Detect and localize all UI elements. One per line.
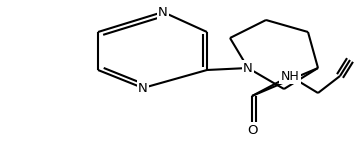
Text: O: O [247,123,257,136]
Text: N: N [138,82,148,95]
Text: N: N [243,62,253,74]
Text: N: N [158,5,168,18]
Text: NH: NH [281,70,299,82]
